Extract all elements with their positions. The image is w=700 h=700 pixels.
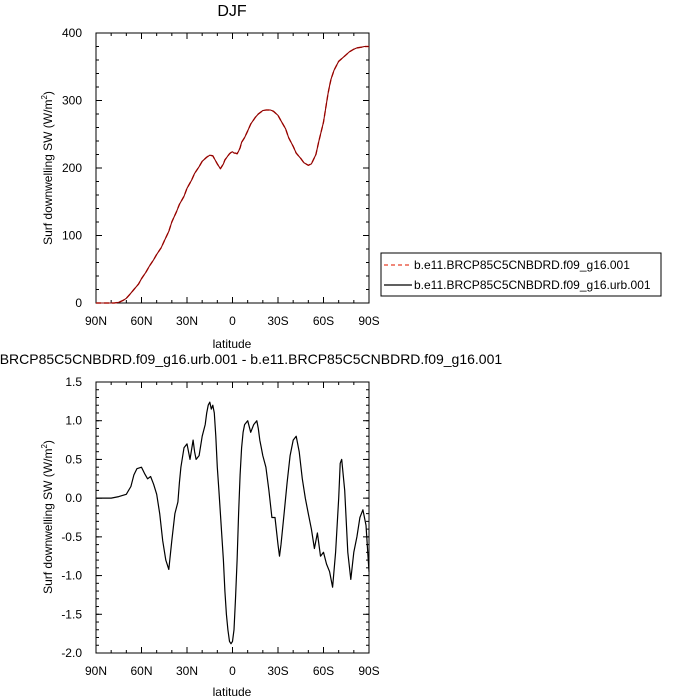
top-y-axis-label-close: ) xyxy=(41,91,55,95)
x-tick-label: 90S xyxy=(358,664,379,678)
y-tick-label: -0.5 xyxy=(61,530,82,544)
bottom-y-axis-label-sup: 2 xyxy=(40,444,49,449)
top-y-axis-label: Surf downwelling SW (W/m2) xyxy=(40,91,55,245)
y-tick-label: -2.0 xyxy=(61,646,82,660)
y-tick-label: 0 xyxy=(75,296,82,310)
bottom-panel: b.e11.BRCP85C5CNBDRD.f09_g16.urb.001 - b… xyxy=(0,351,502,699)
x-tick-label: 90S xyxy=(358,314,379,328)
x-tick-label: 60S xyxy=(313,664,334,678)
bottom-axes: 90N 60N 30N 0 30S 60S 90S -2.0 -1.5 -1.0 -0.5 0.0 0.… xyxy=(61,375,379,678)
top-y-axis-label-main: Surf downwelling SW (W/m xyxy=(41,100,55,245)
bottom-y-axis-label: Surf downwelling SW (W/m2) xyxy=(40,440,55,594)
y-tick-label: 100 xyxy=(62,229,82,243)
top-series-layer xyxy=(96,45,369,304)
legend-entry-1: b.e11.BRCP85C5CNBDRD.f09_g16.001 xyxy=(414,258,630,272)
y-tick-label: 300 xyxy=(62,94,82,108)
legend-entry-2: b.e11.BRCP85C5CNBDRD.f09_g16.urb.001 xyxy=(414,278,651,292)
x-tick-label: 0 xyxy=(229,664,236,678)
x-tick-label: 90N xyxy=(85,314,107,328)
y-tick-label: 1.0 xyxy=(65,414,82,428)
difference-line xyxy=(96,401,370,645)
y-tick-label: 0.0 xyxy=(65,491,82,505)
x-tick-label: 60N xyxy=(130,314,152,328)
legend: b.e11.BRCP85C5CNBDRD.f09_g16.001 b.e11.B… xyxy=(380,252,662,297)
y-tick-label: 1.5 xyxy=(65,375,82,389)
series-line-1 xyxy=(96,45,369,304)
bottom-plot-frame xyxy=(95,381,370,654)
top-y-axis-label-sup: 2 xyxy=(40,95,49,100)
series-line-2 xyxy=(96,45,369,304)
x-tick-label: 30N xyxy=(176,664,198,678)
x-tick-label: 60N xyxy=(130,664,152,678)
x-tick-label: 60S xyxy=(313,314,334,328)
y-tick-label: 400 xyxy=(62,26,82,40)
top-plot-frame xyxy=(95,32,370,304)
top-axes: 90N 60N 30N 0 30S 60S 90S 0 100 200 300 400 xyxy=(62,26,380,328)
bottom-chart-title: b.e11.BRCP85C5CNBDRD.f09_g16.urb.001 - b… xyxy=(0,351,502,367)
x-tick-label: 0 xyxy=(229,314,236,328)
x-tick-label: 30S xyxy=(267,314,288,328)
bottom-y-axis-label-close: ) xyxy=(41,440,55,444)
top-chart-title: DJF xyxy=(217,3,247,20)
y-tick-label: 0.5 xyxy=(65,452,82,466)
bottom-y-axis-label-main: Surf downwelling SW (W/m xyxy=(41,449,55,594)
y-tick-label: -1.0 xyxy=(61,569,82,583)
top-panel: DJF 90N 60N 30N 0 30S 60S 90S 0 100 200 300 400 lat… xyxy=(40,3,380,351)
top-x-axis-label: latitude xyxy=(213,337,252,351)
x-tick-label: 30N xyxy=(176,314,198,328)
x-tick-label: 30S xyxy=(267,664,288,678)
y-tick-label: 200 xyxy=(62,161,82,175)
bottom-series-layer xyxy=(96,401,370,645)
y-tick-label: -1.5 xyxy=(61,607,82,621)
legend-box xyxy=(380,252,662,297)
x-tick-label: 90N xyxy=(85,664,107,678)
bottom-x-axis-label: latitude xyxy=(213,685,252,699)
